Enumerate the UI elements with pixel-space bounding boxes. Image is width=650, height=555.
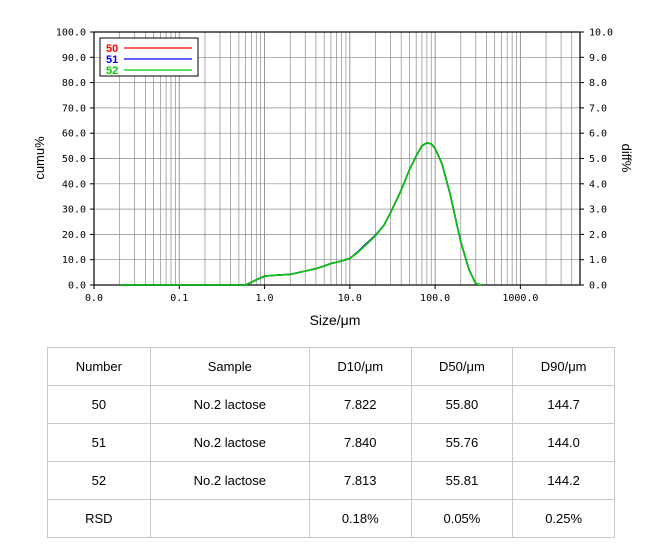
y-right-tick-label: 7.0 — [589, 103, 607, 114]
legend-label-51: 51 — [106, 54, 118, 66]
legend-label-50: 50 — [106, 43, 118, 55]
chart-axes: 0.0 10.0 20.0 30.0 40.0 50.0 60.0 70.0 80.0 90.0 1… — [56, 28, 613, 305]
y-left-tick-label: 90.0 — [62, 53, 86, 64]
y-axis-label-left: cumu% — [32, 136, 47, 180]
y-right-tick-label: 10.0 — [589, 28, 613, 39]
cell-number: 52 — [47, 461, 151, 500]
series-line-52 — [119, 142, 482, 286]
results-table: Number Sample D10/μm D50/μm D90/μm 50 No… — [47, 347, 615, 538]
cell-d50: 55.80 — [410, 385, 514, 424]
y-left-tick-label: 0.0 — [68, 281, 86, 292]
y-left-tick-label: 10.0 — [62, 255, 86, 266]
x-tick-label: 100.0 — [420, 293, 450, 304]
series-line-51 — [119, 142, 482, 286]
y-left-tick-label: 20.0 — [62, 230, 86, 241]
particle-size-chart: 0.0 10.0 20.0 30.0 40.0 50.0 60.0 70.0 80.0 90.0 1… — [32, 28, 634, 329]
cell-sample: No.2 lactose — [149, 461, 310, 500]
cell-d10: 7.822 — [308, 385, 412, 424]
series-line-50 — [119, 142, 482, 286]
table-row-rsd: RSD 0.18% 0.05% 0.25% — [47, 499, 615, 538]
y-left-tick-label: 60.0 — [62, 129, 86, 140]
y-right-tick-label: 6.0 — [589, 129, 607, 140]
x-tick-label: 1.0 — [256, 293, 274, 304]
cell-d50: 55.76 — [410, 423, 514, 462]
cell-number: RSD — [47, 499, 151, 538]
y-left-tick-label: 70.0 — [62, 103, 86, 114]
cell-d90: 0.25% — [512, 499, 615, 538]
cell-d50: 55.81 — [410, 461, 514, 500]
cell-d10: 7.840 — [308, 423, 412, 462]
y-right-tick-label: 9.0 — [589, 53, 607, 64]
y-axis-label-right: diff% — [619, 144, 634, 173]
header-d90: D90/μm — [512, 347, 615, 386]
y-left-tick-label: 30.0 — [62, 205, 86, 216]
cell-sample — [149, 499, 310, 538]
cell-d10: 0.18% — [308, 499, 412, 538]
y-right-tick-label: 2.0 — [589, 230, 607, 241]
cell-sample: No.2 lactose — [149, 385, 310, 424]
y-right-tick-label: 1.0 — [589, 255, 607, 266]
y-left-tick-label: 80.0 — [62, 78, 86, 89]
header-d50: D50/μm — [410, 347, 514, 386]
x-tick-label: 0.1 — [170, 293, 188, 304]
cell-d10: 7.813 — [308, 461, 412, 500]
cell-d90: 144.0 — [512, 423, 615, 462]
x-tick-label: 0.0 — [85, 293, 103, 304]
cell-d90: 144.7 — [512, 385, 615, 424]
x-tick-label: 1000.0 — [502, 293, 538, 304]
y-right-tick-label: 3.0 — [589, 205, 607, 216]
y-left-tick-label: 40.0 — [62, 179, 86, 190]
x-tick-label: 10.0 — [338, 293, 362, 304]
chart-series — [119, 142, 482, 286]
table-header-row: Number Sample D10/μm D50/μm D90/μm — [47, 347, 615, 386]
cell-d90: 144.2 — [512, 461, 615, 500]
cell-sample: No.2 lactose — [149, 423, 310, 462]
y-right-tick-label: 0.0 — [589, 281, 607, 292]
table-row: 51 No.2 lactose 7.840 55.76 144.0 — [47, 423, 615, 462]
header-number: Number — [47, 347, 151, 386]
legend-label-52: 52 — [106, 65, 118, 77]
y-right-tick-label: 8.0 — [589, 78, 607, 89]
y-right-tick-label: 5.0 — [589, 154, 607, 165]
y-left-tick-label: 100.0 — [56, 28, 86, 39]
cell-number: 51 — [47, 423, 151, 462]
x-axis-label: Size/μm — [310, 312, 361, 328]
table-row: 50 No.2 lactose 7.822 55.80 144.7 — [47, 385, 615, 424]
y-right-tick-label: 4.0 — [589, 179, 607, 190]
header-d10: D10/μm — [308, 347, 412, 386]
table-row: 52 No.2 lactose 7.813 55.81 144.2 — [47, 461, 615, 500]
y-left-tick-label: 50.0 — [62, 154, 86, 165]
header-sample: Sample — [149, 347, 310, 386]
cell-number: 50 — [47, 385, 151, 424]
cell-d50: 0.05% — [410, 499, 514, 538]
